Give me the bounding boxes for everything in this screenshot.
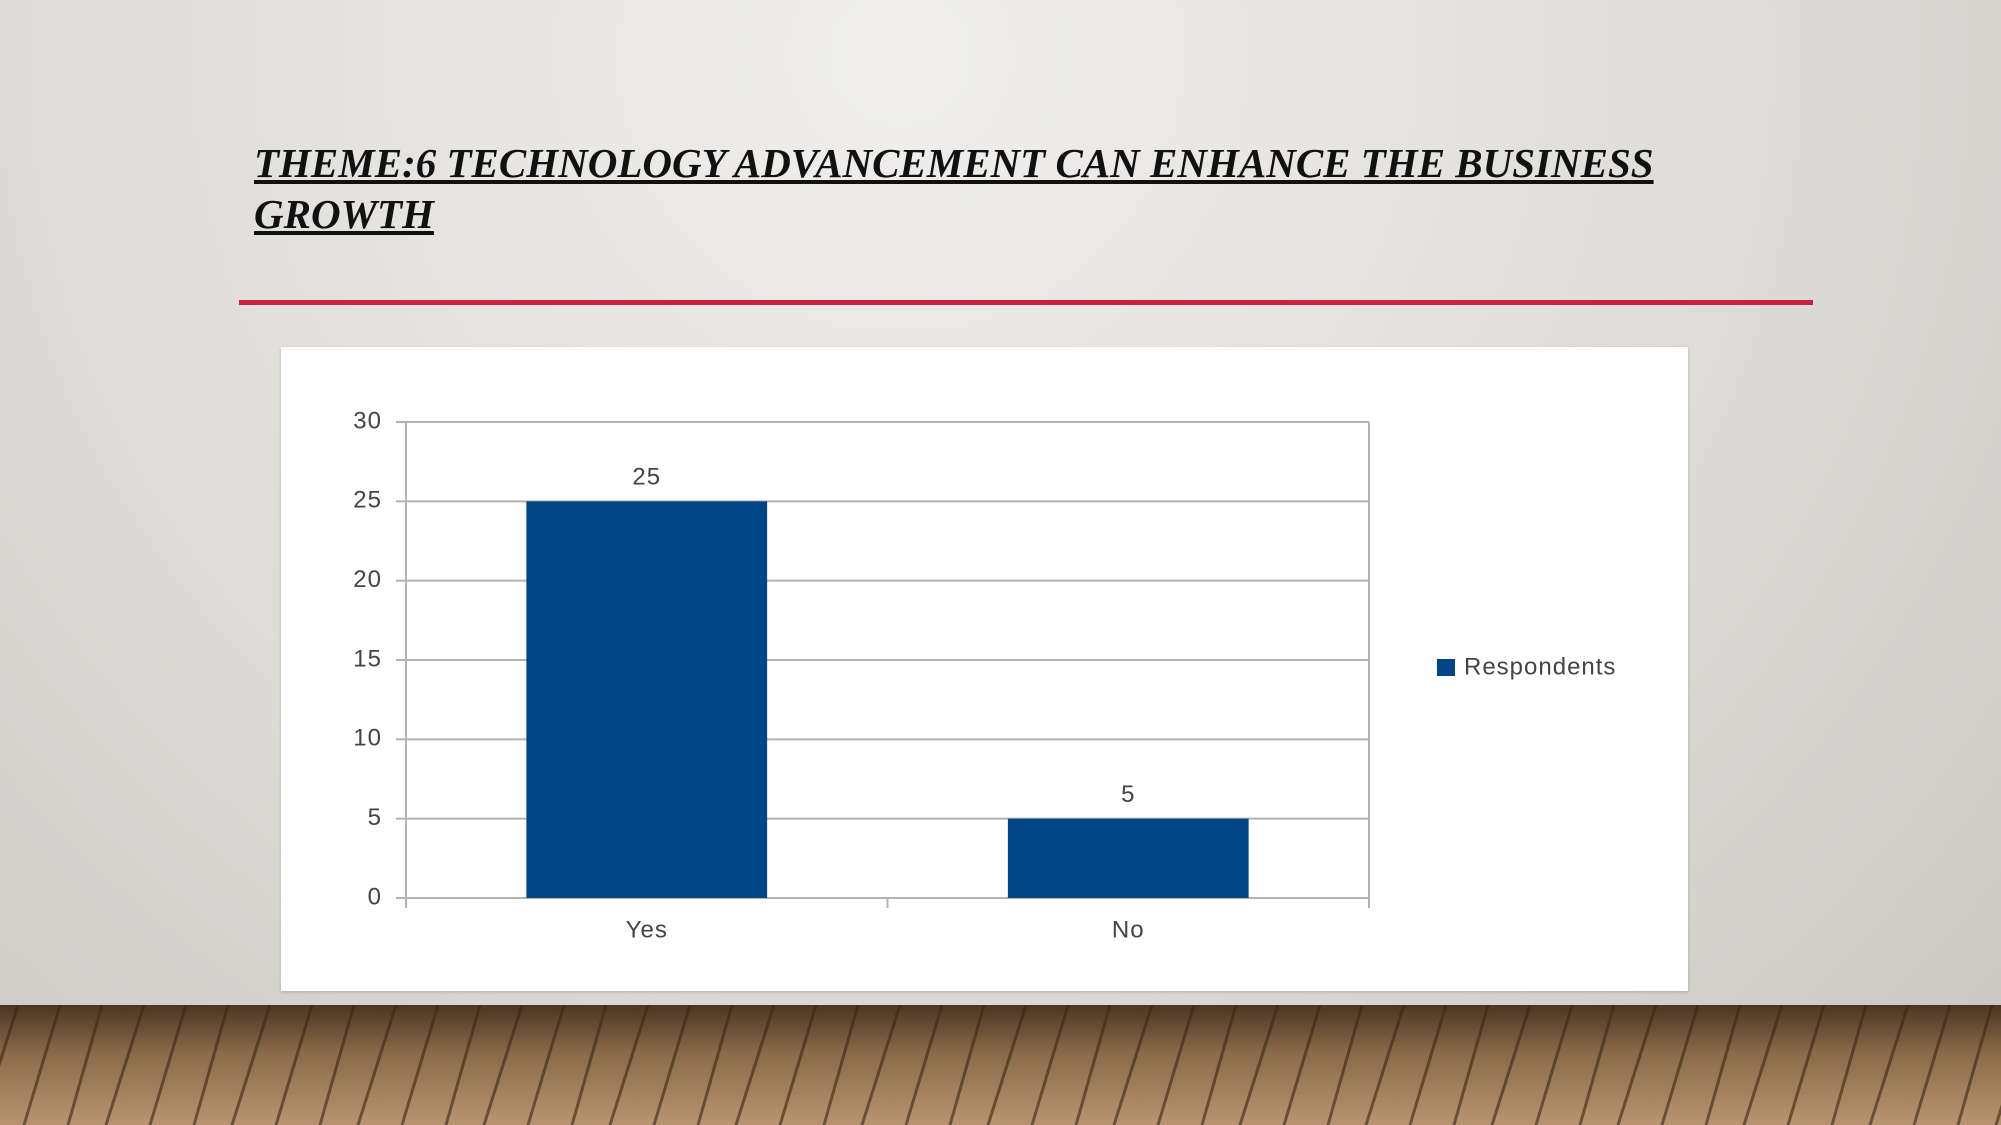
legend-label: Respondents xyxy=(1464,653,1616,680)
y-tick-label: 30 xyxy=(353,407,382,434)
y-tick-label: 10 xyxy=(353,725,382,752)
y-tick-label: 15 xyxy=(353,645,382,672)
plank-seam xyxy=(1282,1005,1322,1125)
plank-seam xyxy=(778,1005,818,1125)
plank-seam xyxy=(1704,1005,1742,1125)
wood-floor xyxy=(0,1005,2001,1125)
plank-seam xyxy=(22,1005,62,1125)
data-label: 25 xyxy=(632,464,661,491)
plank-seam xyxy=(1868,1005,1910,1125)
plank-seam xyxy=(1238,1005,1280,1125)
plank-seam xyxy=(948,1005,986,1125)
x-tick-label: No xyxy=(1112,916,1145,943)
plank-seam xyxy=(822,1005,860,1125)
plank-seam xyxy=(570,1005,608,1125)
plank-seam xyxy=(1956,1005,1994,1125)
plank-seam xyxy=(1534,1005,1574,1125)
plank-seam xyxy=(1490,1005,1532,1125)
plank-seam xyxy=(444,1005,482,1125)
plank-seam xyxy=(1830,1005,1868,1125)
plank-seam xyxy=(986,1005,1028,1125)
bar xyxy=(526,501,768,898)
plank-seam xyxy=(356,1005,398,1125)
plank-seam xyxy=(734,1005,776,1125)
x-tick-label: Yes xyxy=(626,916,668,943)
legend-swatch xyxy=(1437,659,1455,676)
y-tick-label: 5 xyxy=(368,804,382,831)
plank-seam xyxy=(526,1005,566,1125)
plank-seam xyxy=(148,1005,188,1125)
plank-seam xyxy=(230,1005,272,1125)
plank-seam xyxy=(1578,1005,1616,1125)
data-label: 5 xyxy=(1121,781,1135,808)
plank-seam xyxy=(1112,1005,1154,1125)
plank-seam xyxy=(1742,1005,1784,1125)
plank-seam xyxy=(1616,1005,1658,1125)
slide-title: THEME:6 TECHNOLOGY ADVANCEMENT CAN ENHAN… xyxy=(254,140,1654,237)
plank-seam xyxy=(1912,1005,1952,1125)
title-rule xyxy=(239,300,1813,305)
plank-seam xyxy=(1200,1005,1238,1125)
plank-seam xyxy=(1074,1005,1112,1125)
plank-seam xyxy=(192,1005,230,1125)
bar xyxy=(1007,818,1249,898)
plank-seam xyxy=(608,1005,650,1125)
plank-seam xyxy=(1156,1005,1196,1125)
plank-seam xyxy=(400,1005,440,1125)
y-tick-label: 0 xyxy=(368,883,382,910)
plank-seam xyxy=(1408,1005,1448,1125)
plank-seam xyxy=(104,1005,146,1125)
y-tick-label: 25 xyxy=(353,487,382,514)
plank-seam xyxy=(318,1005,356,1125)
plank-seam xyxy=(66,1005,104,1125)
plank-seam xyxy=(860,1005,902,1125)
plank-seam xyxy=(652,1005,692,1125)
plank-seam xyxy=(0,1005,20,1067)
plank-seam xyxy=(482,1005,524,1125)
plank-seam xyxy=(274,1005,314,1125)
plank-seam xyxy=(904,1005,944,1125)
y-tick-label: 20 xyxy=(353,566,382,593)
plank-seam xyxy=(1364,1005,1406,1125)
plank-seam xyxy=(1660,1005,1700,1125)
plank-seam xyxy=(696,1005,734,1125)
plank-seam xyxy=(1030,1005,1070,1125)
plank-seam xyxy=(1786,1005,1826,1125)
plank-seam xyxy=(1452,1005,1490,1125)
plank-seam xyxy=(1326,1005,1364,1125)
